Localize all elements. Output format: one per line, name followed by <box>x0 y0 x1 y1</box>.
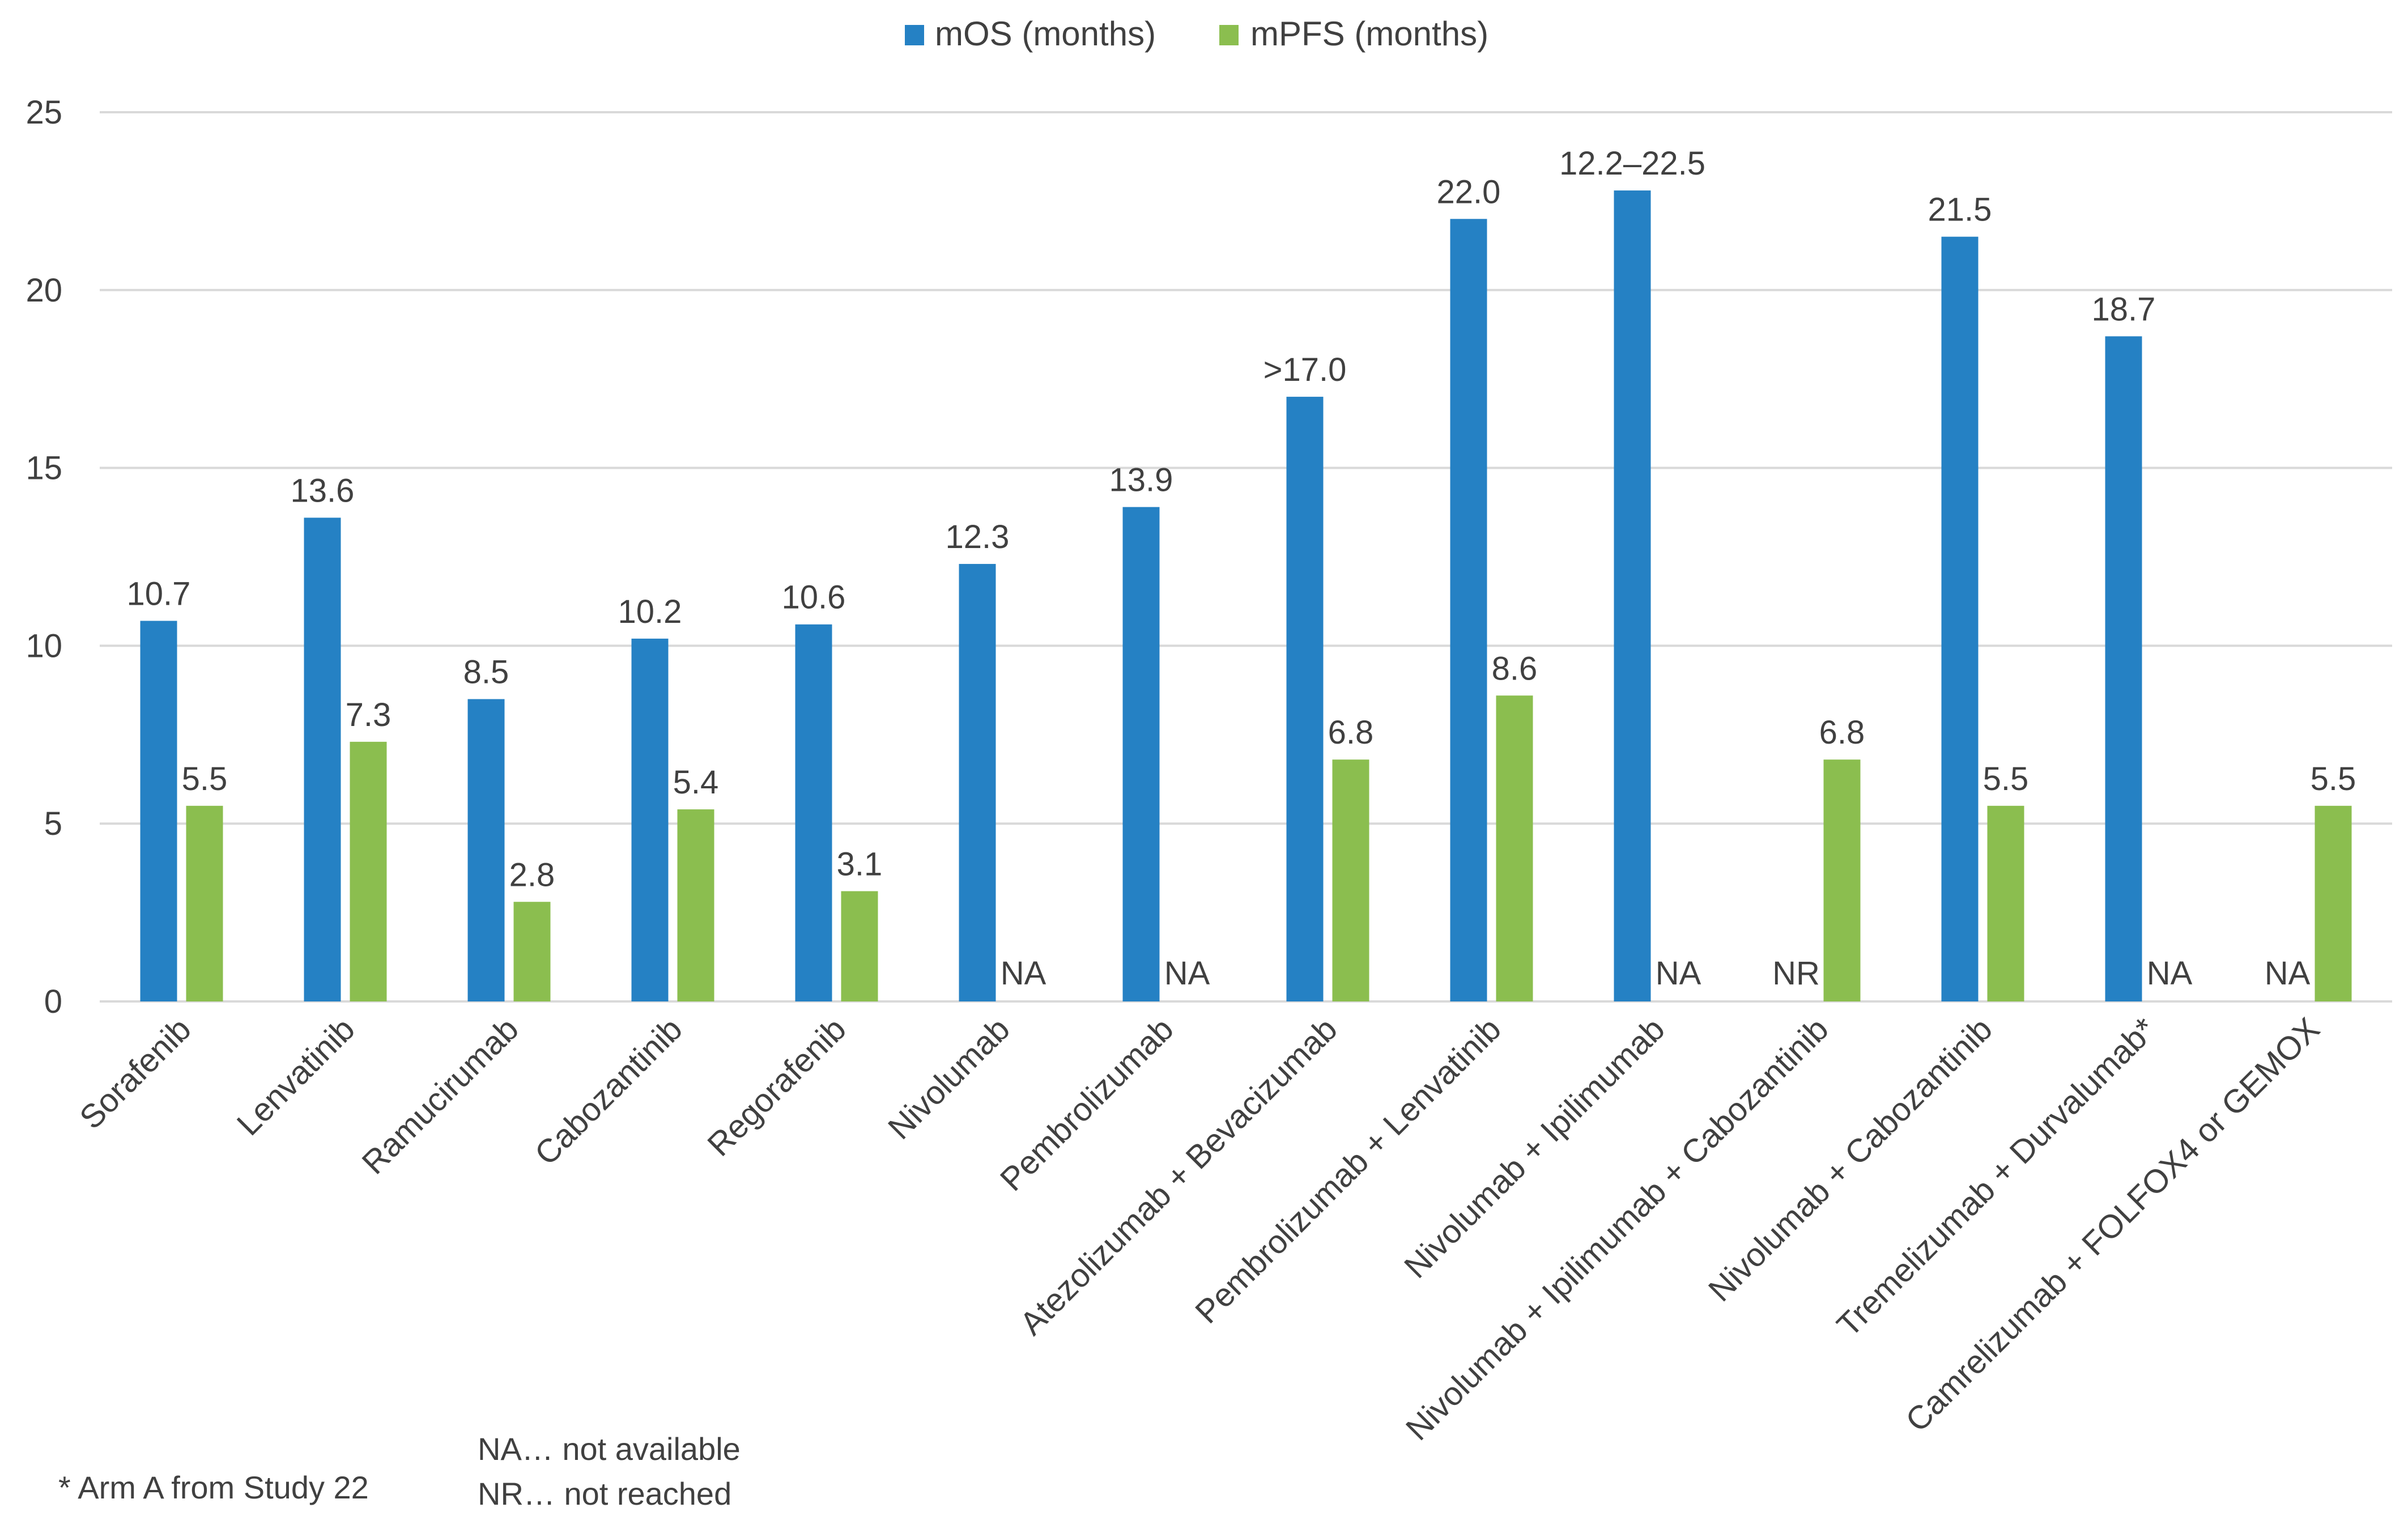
bar-mpfs-0 <box>186 805 223 1001</box>
bar-mos-6 <box>1122 507 1160 1001</box>
data-label: 8.5 <box>463 654 509 691</box>
bar-mpfs-1 <box>350 741 387 1001</box>
legend: mOS (months) mPFS (months) <box>905 15 1488 53</box>
bar-mpfs-7 <box>1332 759 1369 1001</box>
x-tick-label: Nivolumab + Ipilimumab <box>1397 1010 1672 1285</box>
bar-mpfs-3 <box>677 809 714 1001</box>
bar-mos-5 <box>959 564 996 1001</box>
data-label: 18.7 <box>2092 291 2156 328</box>
data-label: 6.8 <box>1328 714 1374 751</box>
footnote-arm: * Arm A from Study 22 <box>58 1470 369 1505</box>
data-label: 2.8 <box>509 856 555 893</box>
y-tick-label: 25 <box>25 94 62 131</box>
bar-mpfs-11 <box>1987 805 2024 1001</box>
y-tick-label: 5 <box>44 805 62 842</box>
data-label: >17.0 <box>1263 351 1347 388</box>
bar-mpfs-13 <box>2315 805 2352 1001</box>
bar-mos-9 <box>1614 190 1651 1001</box>
gridlines <box>100 111 2392 1003</box>
x-tick-label: Nivolumab + Cabozantinib <box>1701 1010 1999 1309</box>
bar-mos-4 <box>795 624 832 1001</box>
data-label: 8.6 <box>1492 650 1538 687</box>
data-label: 13.6 <box>291 472 355 509</box>
bar-mpfs-4 <box>841 891 878 1001</box>
data-label-missing: NR <box>1772 955 1820 992</box>
x-tick-label: Ramucirumab <box>355 1010 525 1181</box>
x-tick-label: Regorafenib <box>700 1010 853 1163</box>
bar-mos-0 <box>140 621 177 1001</box>
x-tick-label: Sorafenib <box>73 1010 198 1136</box>
x-tick-label: Lenvatinib <box>230 1010 362 1143</box>
footnote-na: NA… not available <box>478 1431 741 1467</box>
data-label: 22.0 <box>1437 173 1501 210</box>
data-label: 10.6 <box>782 579 846 616</box>
data-label: 6.8 <box>1819 714 1865 751</box>
x-tick-label: Nivolumab <box>881 1010 1017 1147</box>
bar-mos-7 <box>1286 397 1324 1001</box>
data-label-missing: NA <box>2147 955 2193 992</box>
x-tick-label: Atezolizumab + Bevacizumab <box>1013 1010 1345 1342</box>
y-tick-label: 20 <box>25 272 62 309</box>
data-label-missing: NA <box>1001 955 1046 992</box>
bar-mos-1 <box>304 517 341 1001</box>
y-axis-ticks: 0 5 10 15 20 25 <box>25 94 62 1020</box>
data-label: 12.2–22.5 <box>1559 145 1705 182</box>
legend-swatch-mos <box>905 25 924 45</box>
x-tick-label: Pembrolizumab + Lenvatinib <box>1188 1010 1508 1331</box>
data-label: 5.5 <box>182 761 228 797</box>
data-label: 12.3 <box>946 519 1010 555</box>
bar-mpfs-10 <box>1823 759 1861 1001</box>
footnote-nr: NR… not reached <box>478 1476 731 1511</box>
data-label: 13.9 <box>1109 462 1173 499</box>
x-tick-label: Cabozantinib <box>527 1010 689 1172</box>
bar-mos-12 <box>2105 336 2142 1002</box>
legend-label-mpfs: mPFS (months) <box>1250 15 1488 53</box>
bar-mpfs-8 <box>1496 695 1533 1001</box>
data-label-missing: NA <box>1164 955 1210 992</box>
data-label: 5.5 <box>1983 761 2029 797</box>
data-label: 21.5 <box>1928 192 1992 228</box>
legend-swatch-mpfs <box>1219 25 1239 45</box>
data-labels: 10.7 5.5 13.6 7.3 8.5 2.8 10.2 5.4 10.6 3.1 12.3 NA… <box>127 145 2356 992</box>
legend-label-mos: mOS (months) <box>935 15 1156 53</box>
data-label: 10.2 <box>618 593 682 630</box>
data-label: 10.7 <box>127 575 191 612</box>
x-tick-label: Pembrolizumab <box>993 1010 1181 1198</box>
data-label: 5.4 <box>673 764 719 801</box>
x-tick-label: Tremelizumab + Durvalumab* <box>1830 1010 2163 1344</box>
y-tick-label: 0 <box>44 983 62 1020</box>
data-label-missing: NA <box>2265 955 2311 992</box>
bar-mos-8 <box>1450 219 1487 1001</box>
y-tick-label: 10 <box>25 627 62 664</box>
bar-mos-11 <box>1941 236 1979 1001</box>
bar-mpfs-2 <box>513 902 551 1001</box>
bars <box>140 190 2352 1002</box>
y-tick-label: 15 <box>25 450 62 487</box>
data-label-missing: NA <box>1656 955 1701 992</box>
data-label: 3.1 <box>837 846 883 882</box>
bar-mos-2 <box>467 699 505 1001</box>
data-label: 5.5 <box>2311 761 2356 797</box>
data-label: 7.3 <box>346 697 392 733</box>
bar-mos-3 <box>631 638 669 1001</box>
